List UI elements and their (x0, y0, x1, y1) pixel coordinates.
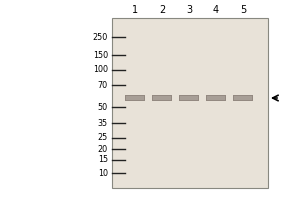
Text: 5: 5 (240, 5, 246, 15)
Bar (112, 18, 268, 188)
Text: 2: 2 (159, 5, 165, 15)
Bar (179, 95, 199, 101)
Bar (126, 96, 144, 100)
Text: 35: 35 (98, 118, 108, 128)
Bar (180, 96, 198, 100)
Bar (125, 95, 145, 101)
Text: 250: 250 (93, 32, 108, 42)
Text: 20: 20 (98, 144, 108, 154)
Bar (206, 95, 226, 101)
Text: 15: 15 (98, 156, 108, 164)
Text: 50: 50 (98, 102, 108, 112)
Bar (153, 96, 171, 100)
Text: 25: 25 (98, 134, 108, 142)
Bar (152, 95, 172, 101)
Text: 1: 1 (132, 5, 138, 15)
Bar (207, 96, 225, 100)
Bar (234, 96, 252, 100)
Text: 150: 150 (93, 50, 108, 60)
Text: 10: 10 (98, 168, 108, 178)
Text: 3: 3 (186, 5, 192, 15)
Text: 4: 4 (213, 5, 219, 15)
Text: 100: 100 (93, 66, 108, 74)
Text: 70: 70 (98, 80, 108, 90)
Bar (233, 95, 253, 101)
